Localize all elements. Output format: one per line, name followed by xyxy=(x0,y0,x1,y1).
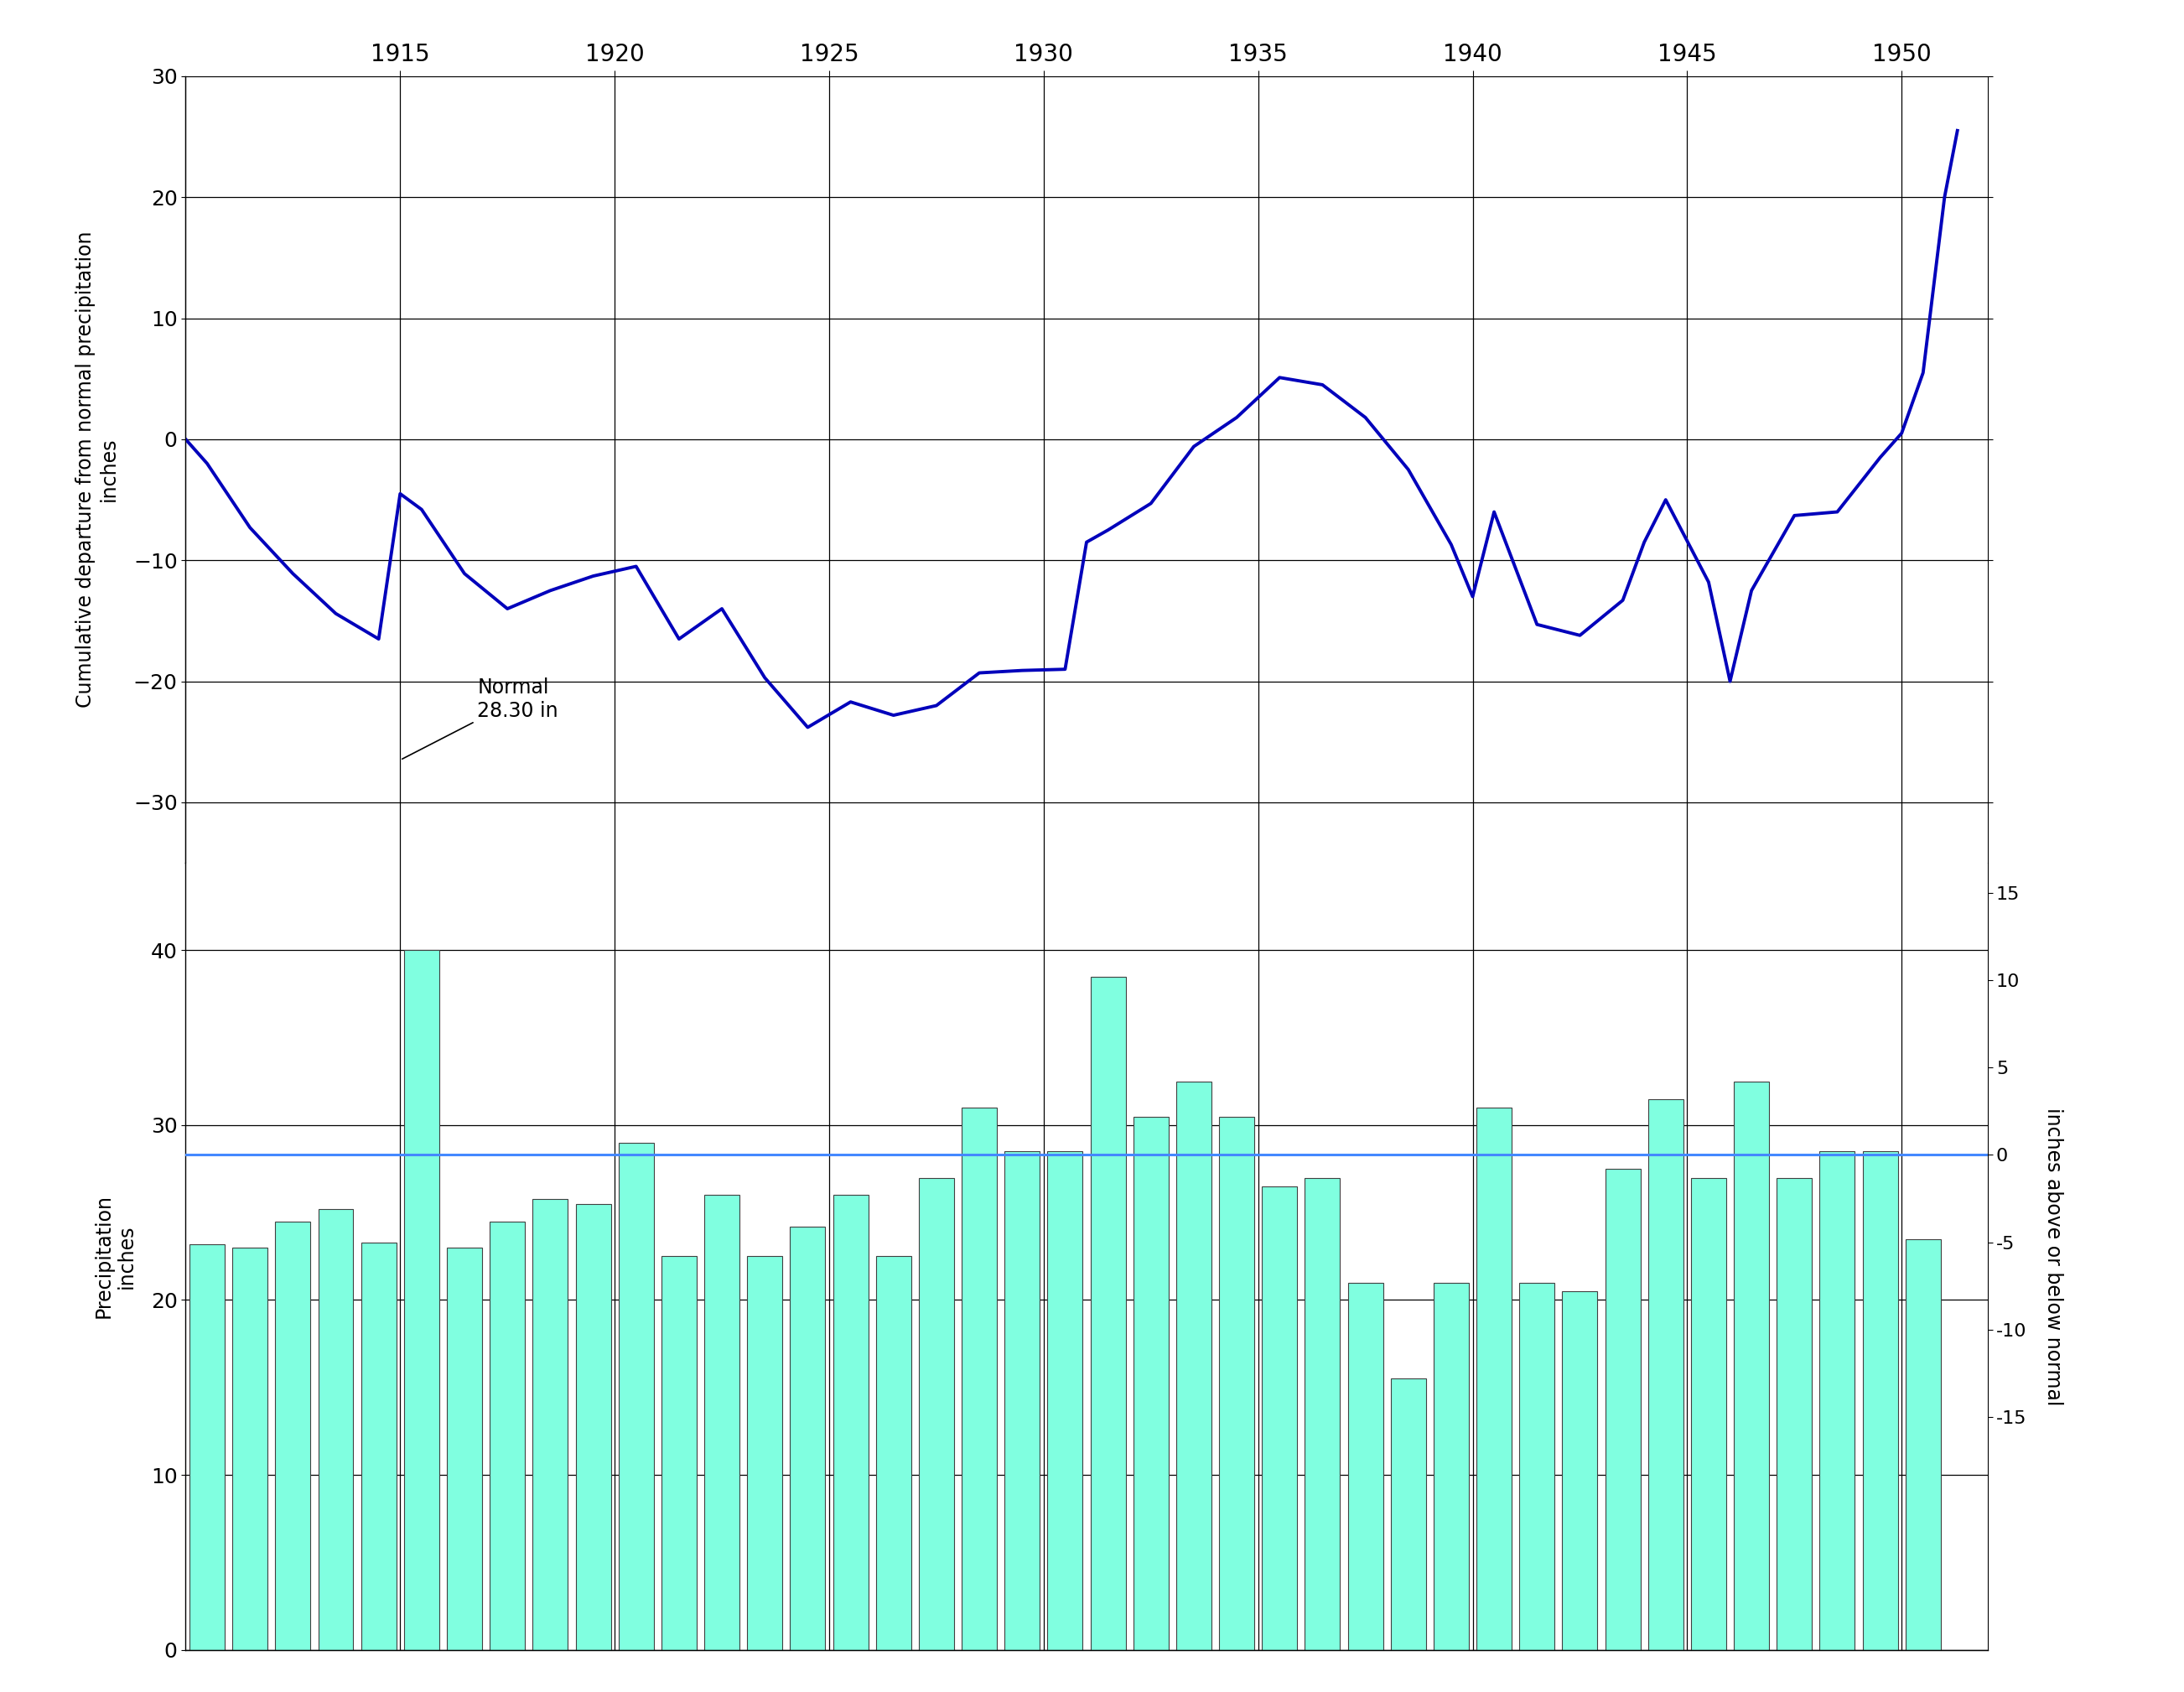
Y-axis label: inches above or below normal: inches above or below normal xyxy=(2042,1107,2064,1406)
Bar xyxy=(1262,1186,1297,1650)
Bar xyxy=(832,1195,869,1650)
Bar xyxy=(1863,1151,1898,1650)
Bar xyxy=(1649,1100,1684,1650)
Bar xyxy=(1304,1178,1341,1650)
Bar xyxy=(1690,1178,1725,1650)
Bar xyxy=(662,1255,697,1650)
Bar xyxy=(747,1255,782,1650)
Bar xyxy=(1734,1081,1769,1650)
Bar xyxy=(1605,1169,1640,1650)
Bar xyxy=(791,1227,826,1650)
Bar xyxy=(275,1222,310,1650)
Bar xyxy=(1520,1283,1555,1650)
Bar xyxy=(319,1210,354,1650)
Bar xyxy=(577,1205,612,1650)
Bar xyxy=(1562,1291,1597,1650)
Bar xyxy=(1819,1151,1854,1650)
Bar xyxy=(489,1222,524,1650)
Y-axis label: Precipitation
inches: Precipitation inches xyxy=(94,1195,138,1318)
Bar xyxy=(1904,1239,1942,1650)
Bar xyxy=(533,1198,568,1650)
Bar xyxy=(618,1142,653,1650)
Bar xyxy=(1048,1151,1083,1650)
Y-axis label: Cumulative departure from normal precipitation
inches: Cumulative departure from normal precipi… xyxy=(76,232,120,707)
Bar xyxy=(919,1178,954,1650)
Bar xyxy=(190,1244,225,1650)
Bar xyxy=(1778,1178,1813,1650)
Bar xyxy=(1219,1117,1254,1650)
Bar xyxy=(448,1247,483,1650)
Bar xyxy=(404,951,439,1650)
Bar xyxy=(876,1255,911,1650)
Bar xyxy=(360,1242,395,1650)
Bar xyxy=(1348,1283,1382,1650)
Bar xyxy=(703,1195,740,1650)
Bar xyxy=(232,1247,269,1650)
Text: Normal
28.30 in: Normal 28.30 in xyxy=(402,678,559,760)
Bar xyxy=(1433,1283,1470,1650)
Bar xyxy=(1005,1151,1040,1650)
Bar xyxy=(1133,1117,1168,1650)
Bar xyxy=(1391,1379,1426,1650)
Bar xyxy=(1476,1108,1511,1650)
Bar xyxy=(961,1108,996,1650)
Bar xyxy=(1177,1081,1212,1650)
Bar xyxy=(1090,976,1125,1650)
